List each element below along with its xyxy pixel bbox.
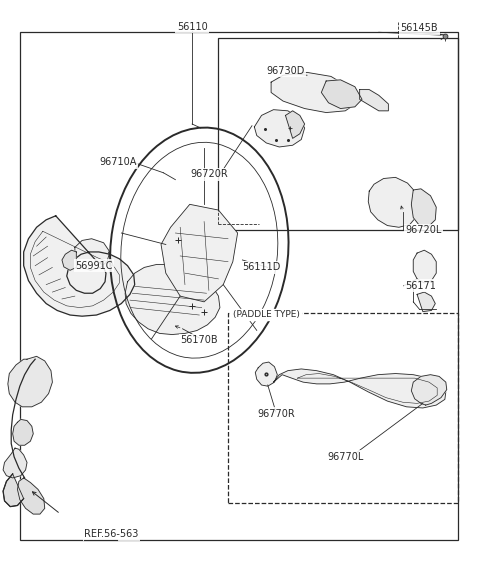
Polygon shape: [3, 474, 24, 507]
Text: (PADDLE TYPE): (PADDLE TYPE): [233, 310, 300, 319]
Bar: [20, 32, 458, 540]
Text: 56145B: 56145B: [401, 23, 438, 33]
Polygon shape: [271, 72, 360, 113]
Polygon shape: [411, 189, 436, 227]
Polygon shape: [413, 250, 436, 283]
Text: 96770L: 96770L: [327, 452, 363, 462]
Bar: [228, 313, 458, 503]
Polygon shape: [8, 356, 52, 407]
Polygon shape: [286, 111, 305, 139]
Polygon shape: [254, 110, 305, 147]
Polygon shape: [62, 250, 76, 270]
Polygon shape: [417, 292, 435, 312]
Text: 56991C: 56991C: [75, 260, 113, 271]
Polygon shape: [12, 419, 33, 445]
Polygon shape: [411, 375, 447, 405]
Text: 96770R: 96770R: [257, 409, 295, 419]
Text: 96730D: 96730D: [266, 66, 305, 76]
Text: 56111D: 56111D: [242, 262, 281, 273]
Text: 56170B: 56170B: [180, 335, 218, 345]
Bar: [218, 38, 458, 230]
Polygon shape: [360, 90, 388, 111]
Polygon shape: [274, 369, 446, 408]
Polygon shape: [161, 204, 238, 302]
Polygon shape: [368, 177, 420, 227]
Polygon shape: [3, 448, 27, 478]
Text: REF.56-563: REF.56-563: [84, 529, 139, 539]
Text: 96720R: 96720R: [190, 170, 228, 179]
Polygon shape: [322, 80, 362, 109]
Polygon shape: [255, 362, 277, 386]
Polygon shape: [17, 478, 45, 514]
Text: 56171: 56171: [405, 281, 436, 291]
Text: 96720L: 96720L: [405, 225, 442, 235]
Text: 96710A: 96710A: [99, 158, 137, 167]
Polygon shape: [24, 216, 135, 316]
Polygon shape: [125, 264, 220, 335]
Text: 56110: 56110: [177, 21, 207, 32]
Polygon shape: [75, 239, 110, 270]
